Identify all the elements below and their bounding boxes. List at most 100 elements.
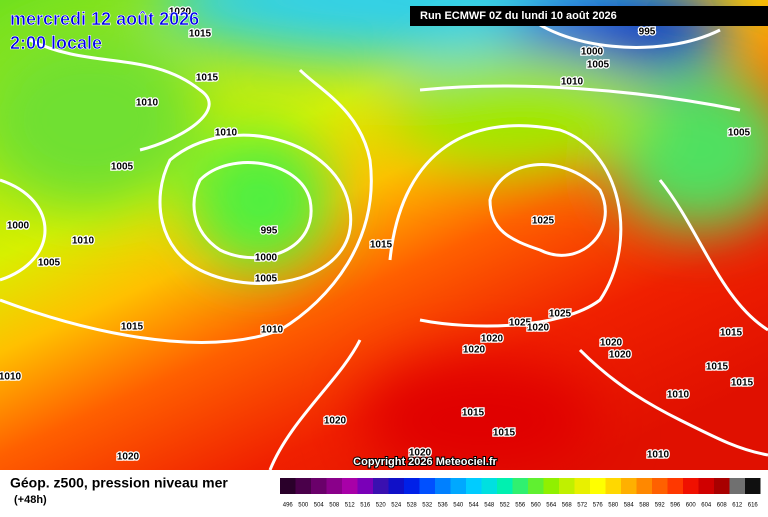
isobar-label: 1005 [728, 128, 751, 139]
scale-swatch [295, 478, 311, 494]
scale-swatch [745, 478, 761, 494]
scale-label: 524 [391, 503, 402, 509]
scale-label: 596 [670, 503, 681, 509]
scale-label: 568 [562, 503, 573, 509]
scale-swatch [683, 478, 699, 494]
isobar-label: 1010 [261, 325, 284, 336]
scale-label: 556 [515, 503, 526, 509]
isobar-label: 1020 [117, 452, 140, 463]
isobar-label: 995 [639, 27, 656, 38]
scale-label: 592 [655, 503, 666, 509]
legend-lead: (+48h) [14, 494, 47, 506]
scale-label: 560 [531, 503, 542, 509]
scale-label: 532 [422, 503, 433, 509]
scale-swatch [466, 478, 482, 494]
scale-swatch [605, 478, 621, 494]
isobar-label: 1015 [196, 73, 219, 84]
isobar-label: 1020 [527, 323, 550, 334]
isobar-label: 1020 [609, 350, 632, 361]
scale-swatch [450, 478, 466, 494]
scale-label: 584 [624, 503, 635, 509]
scale-swatch [280, 478, 296, 494]
isobars [0, 8, 768, 471]
scale-swatch [388, 478, 404, 494]
isobar-label: 1010 [561, 77, 584, 88]
isobar-label: 1025 [509, 318, 532, 329]
scale-swatch [512, 478, 528, 494]
scale-swatch [621, 478, 637, 494]
scale-swatch [481, 478, 497, 494]
scale-swatch [419, 478, 435, 494]
scale-label: 604 [701, 503, 712, 509]
isobar-label: 1020 [324, 416, 347, 427]
scale-label: 516 [360, 503, 371, 509]
isobar-label: 1020 [409, 448, 432, 459]
scale-label: 580 [608, 503, 619, 509]
time-title: 2:00 locale [10, 33, 102, 53]
isobar-label: 1015 [493, 428, 516, 439]
isobar-label: 1015 [706, 362, 729, 373]
isobar-label: 1010 [0, 372, 22, 383]
scale-label: 540 [453, 503, 464, 509]
scale-label: 564 [546, 503, 557, 509]
isobar-label: 995 [261, 226, 278, 237]
isobar-label: 1020 [600, 338, 623, 349]
run-info: Run ECMWF 0Z du lundi 10 août 2026 [420, 10, 617, 22]
isobar-labels: 1020101510151010101010051000101010059951… [0, 5, 755, 464]
isobar-label: 1000 [255, 253, 278, 264]
scale-swatch [543, 478, 559, 494]
isobar-label: 1015 [189, 29, 212, 40]
scale-label: 588 [639, 503, 650, 509]
scale-swatch [698, 478, 714, 494]
scale-label: 616 [748, 503, 759, 509]
scale-swatch [497, 478, 513, 494]
scale-label: 552 [500, 503, 511, 509]
scale-swatch [590, 478, 606, 494]
isobar-label: 1015 [462, 408, 485, 419]
isobar-label: 1010 [136, 98, 159, 109]
scale-label: 500 [298, 503, 309, 509]
isobar-label: 1000 [581, 47, 604, 58]
scale-label: 536 [438, 503, 449, 509]
date-title: mercredi 12 août 2026 [10, 9, 199, 29]
scale-label: 520 [376, 503, 387, 509]
scale-swatch [636, 478, 652, 494]
scale-swatch [435, 478, 451, 494]
scale-swatch [714, 478, 730, 494]
scale-swatch [326, 478, 342, 494]
scale-label: 504 [314, 503, 325, 509]
isobar-label: 1010 [647, 450, 670, 461]
isobar-label: 1010 [72, 236, 95, 247]
isobar-label: 1020 [169, 7, 192, 18]
scale-swatch [667, 478, 683, 494]
scale-swatch [528, 478, 544, 494]
scale-label: 572 [577, 503, 588, 509]
isobar-label: 1005 [38, 258, 61, 269]
scale-label: 548 [484, 503, 495, 509]
color-scale: 496 500 504 508 512 516 520 524 528 532 536 540 544 5… [280, 478, 761, 509]
isobar-label: 1015 [370, 240, 393, 251]
scale-label: 528 [407, 503, 418, 509]
isobar-label: 1020 [463, 345, 486, 356]
isobar-label: 1000 [7, 221, 30, 232]
scale-swatch [311, 478, 327, 494]
scale-label: 600 [686, 503, 697, 509]
isobar-label: 1010 [215, 128, 238, 139]
scale-swatch [342, 478, 358, 494]
scale-swatch [373, 478, 389, 494]
scale-label: 496 [283, 503, 294, 509]
scale-swatch [559, 478, 575, 494]
scale-label: 512 [345, 503, 356, 509]
legend-title: Géop. z500, pression niveau mer [10, 475, 228, 491]
isobar-label: 1015 [121, 322, 144, 333]
scale-swatch [652, 478, 668, 494]
run-box [410, 6, 768, 26]
isobar-label: 1015 [720, 328, 743, 339]
scale-swatch [404, 478, 420, 494]
isobar-label: 1025 [549, 309, 572, 320]
isobar-label: 1015 [731, 378, 754, 389]
isobar-label: 1005 [255, 274, 278, 285]
scale-label: 544 [469, 503, 480, 509]
scale-label: 576 [593, 503, 604, 509]
